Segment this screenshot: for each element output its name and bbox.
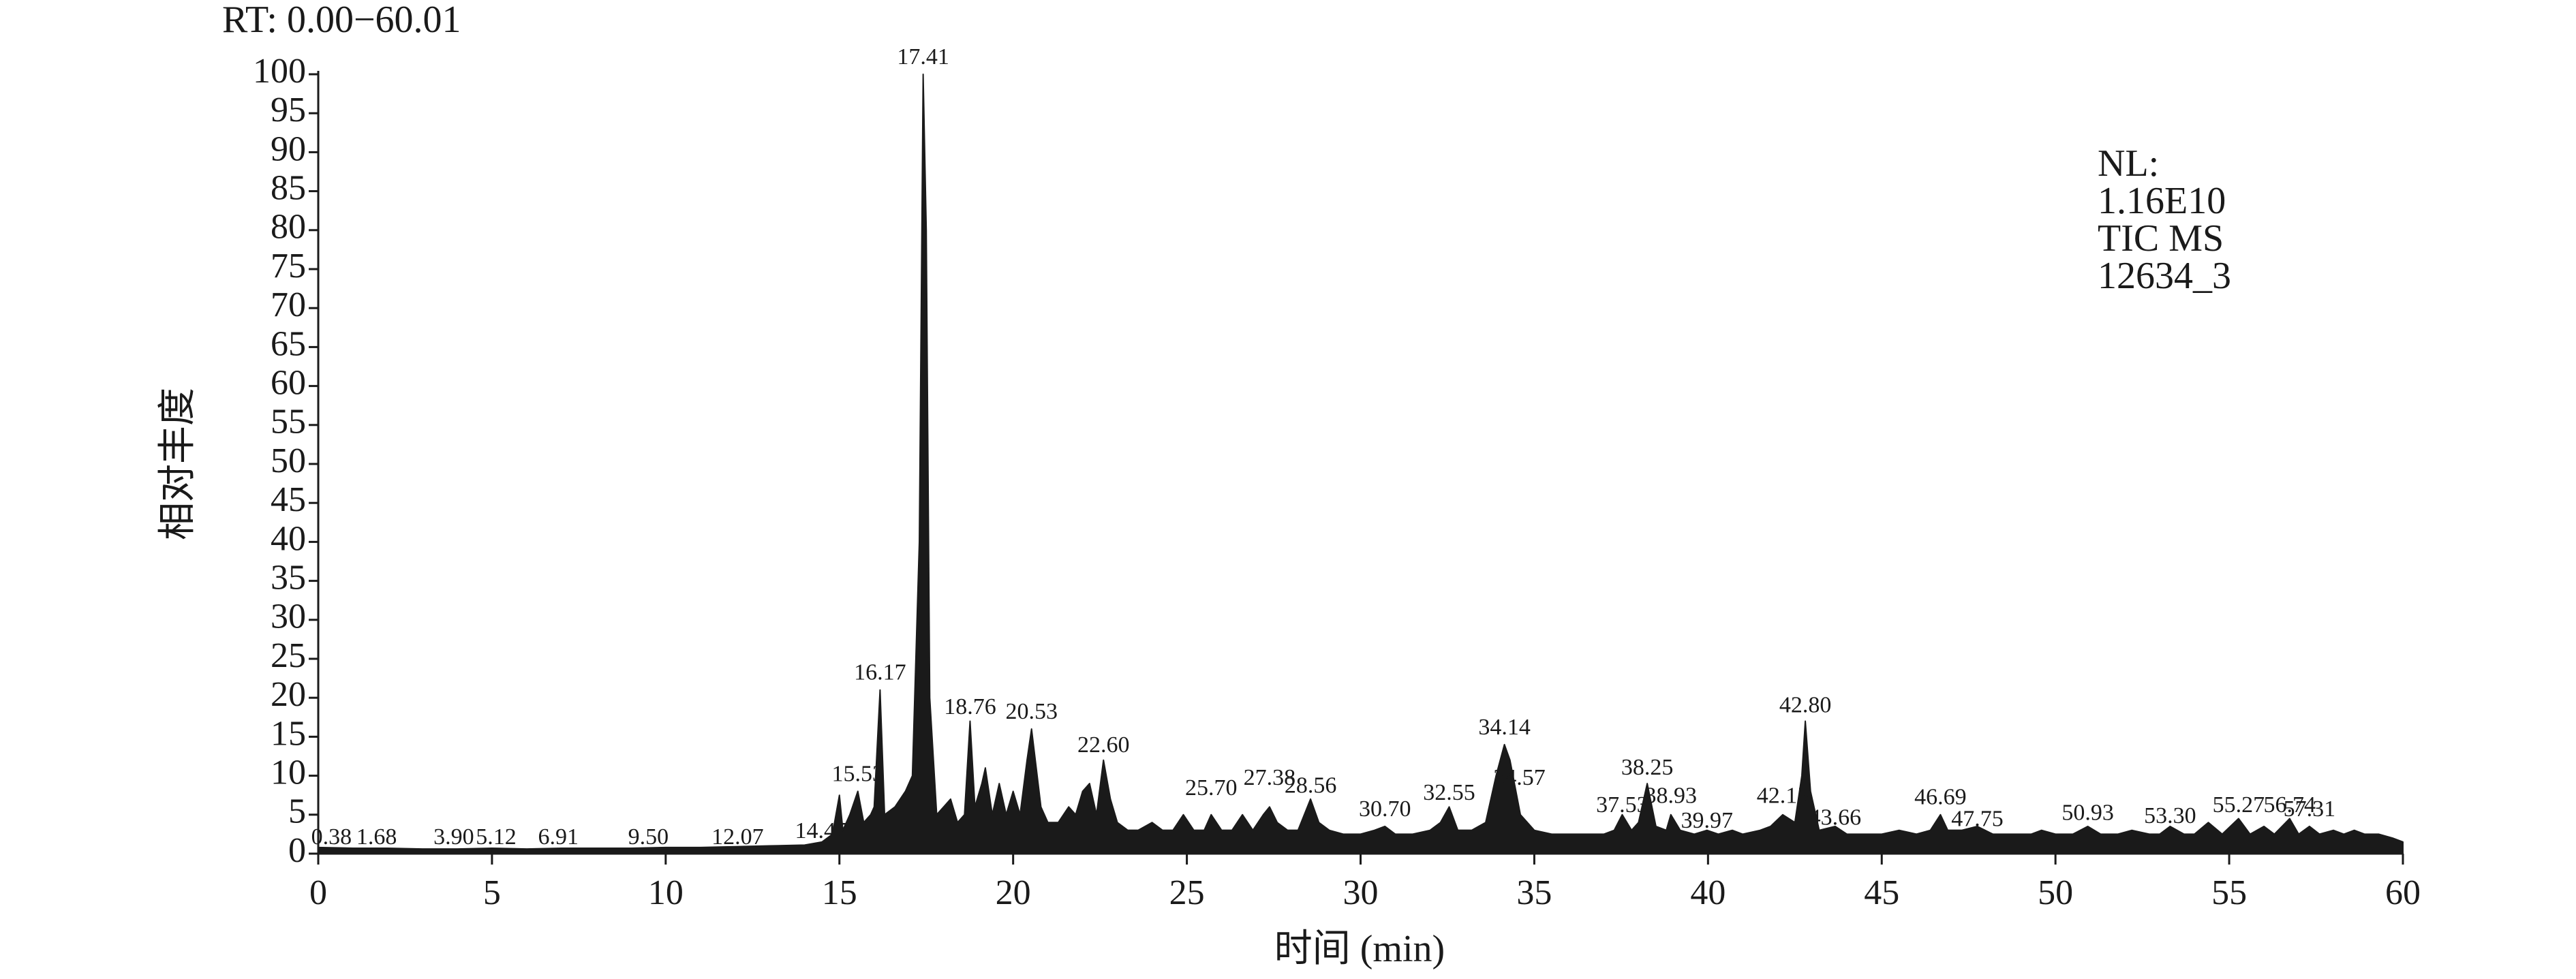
peak-label: 38.93	[1645, 783, 1698, 808]
x-tick-label: 25	[1169, 873, 1205, 912]
peak-label: 20.53	[1005, 699, 1058, 724]
y-tick-label: 30	[271, 597, 306, 636]
y-tick-label: 75	[271, 247, 306, 285]
y-tick-label: 40	[271, 519, 306, 558]
peak-label: 12.07	[711, 824, 764, 850]
x-tick-label: 50	[2038, 873, 2073, 912]
peak-label: 42.80	[1779, 693, 1832, 718]
peak-label: 6.91	[538, 824, 579, 850]
y-tick-label: 45	[271, 480, 306, 519]
info-line: NL:	[2098, 142, 2159, 185]
peak-label: 55.27	[2213, 792, 2265, 818]
x-tick-label: 5	[483, 873, 501, 912]
peak-label: 42.15	[1757, 783, 1809, 808]
y-tick-label: 35	[271, 559, 306, 597]
x-tick-label: 20	[996, 873, 1031, 912]
peak-label: 28.56	[1285, 773, 1337, 798]
y-tick-label: 0	[288, 831, 306, 870]
peak-label: 46.69	[1914, 785, 1967, 810]
peak-label: 17.41	[897, 44, 949, 69]
peak-label: 15.53	[832, 761, 885, 786]
info-line: 1.16E10	[2098, 180, 2226, 222]
peak-label: 34.57	[1493, 765, 1546, 790]
peak-label: 38.25	[1621, 755, 1674, 780]
peak-label: 9.50	[628, 824, 669, 850]
peak-label: 43.66	[1809, 805, 1862, 830]
y-tick-label: 15	[271, 714, 306, 753]
x-tick-label: 55	[2211, 873, 2247, 912]
x-tick-label: 40	[1690, 873, 1726, 912]
y-axis-label: 相对丰度	[157, 388, 199, 540]
peak-label: 39.97	[1681, 808, 1734, 833]
y-tick-label: 70	[271, 285, 306, 324]
y-tick-label: 55	[271, 403, 306, 441]
peak-label: 57.31	[2284, 796, 2336, 822]
peak-label: 30.70	[1359, 796, 1411, 822]
peak-label: 25.70	[1185, 775, 1238, 801]
peak-label: 37.53	[1596, 792, 1649, 818]
trace	[318, 74, 2404, 854]
peak-label: 22.60	[1077, 732, 1130, 758]
peak-label: 1.68	[356, 824, 397, 850]
peak-label: 56.74	[2264, 792, 2316, 818]
peak-label: 3.90	[433, 824, 474, 850]
y-tick-label: 65	[271, 324, 306, 363]
x-tick-label: 35	[1516, 873, 1552, 912]
x-tick-label: 15	[822, 873, 857, 912]
peak-label: 16.17	[854, 660, 906, 685]
y-tick-label: 60	[271, 364, 306, 403]
y-tick-label: 50	[271, 441, 306, 480]
x-tick-label: 45	[1864, 873, 1899, 912]
y-tick-label: 100	[253, 52, 306, 91]
x-tick-label: 0	[309, 873, 327, 912]
y-tick-label: 95	[271, 91, 306, 129]
y-tick-label: 85	[271, 169, 306, 208]
info-line: 12634_3	[2098, 255, 2231, 297]
peak-label: 53.30	[2144, 803, 2196, 828]
x-tick-label: 10	[648, 873, 684, 912]
peak-label: 34.14	[1478, 715, 1531, 740]
peak-label: 5.12	[476, 824, 517, 850]
peak-label: 0.38	[311, 824, 352, 850]
y-tick-label: 25	[271, 636, 306, 675]
x-axis-label: 时间 (min)	[1274, 928, 1445, 970]
info-line: TIC MS	[2098, 217, 2224, 260]
peak-label: 18.76	[944, 694, 996, 719]
y-tick-label: 80	[271, 208, 306, 247]
peak-label: 47.75	[1951, 807, 2004, 832]
peak-label: 14.47	[795, 818, 847, 843]
peak-label: 32.55	[1423, 780, 1475, 805]
y-tick-label: 20	[271, 675, 306, 714]
y-tick-label: 5	[288, 792, 306, 831]
x-tick-label: 60	[2385, 873, 2421, 912]
y-tick-label: 90	[271, 129, 306, 168]
chart-title: RT: 0.00−60.01	[222, 0, 461, 41]
peak-label: 27.38	[1244, 765, 1296, 790]
peak-label: 50.93	[2061, 801, 2114, 826]
y-tick-label: 10	[271, 753, 306, 792]
x-tick-label: 30	[1343, 873, 1379, 912]
